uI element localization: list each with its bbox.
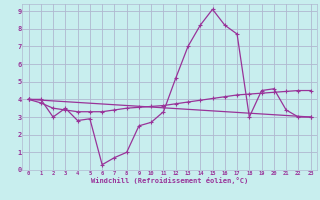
X-axis label: Windchill (Refroidissement éolien,°C): Windchill (Refroidissement éolien,°C) [91, 177, 248, 184]
